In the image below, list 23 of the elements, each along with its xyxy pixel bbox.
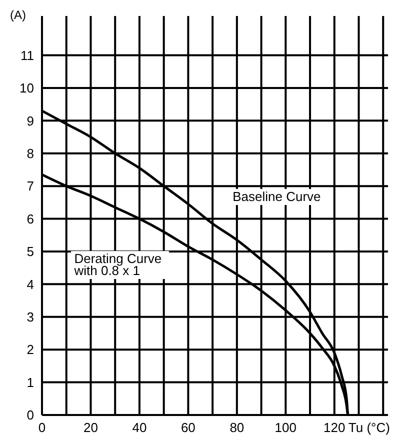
y-tick-label: 9: [26, 113, 34, 128]
y-tick-label: 4: [26, 276, 34, 292]
y-tick-label: 2: [26, 342, 34, 358]
series-label: Derating Curve with 0.8 x 1: [71, 251, 170, 280]
y-tick-label: 3: [26, 310, 34, 324]
y-tick-label: 7: [26, 178, 34, 194]
y-tick-label: 11: [20, 48, 34, 63]
x-axis-title: Tu (°C): [348, 420, 390, 435]
y-tick-label: 8: [26, 146, 34, 161]
y-tick-label: 0: [26, 408, 34, 423]
x-tick-label: 40: [132, 420, 147, 436]
x-tick-label: 80: [230, 420, 244, 436]
y-tick-label: 1: [26, 374, 34, 390]
y-tick-label: 5: [26, 244, 34, 260]
x-tick-label: 20: [84, 420, 98, 436]
x-tick-label: 120: [324, 420, 346, 436]
y-tick-label: 6: [26, 211, 34, 226]
x-tick-label: 0: [38, 420, 46, 436]
text: Baseline Curve: [230, 189, 324, 206]
y-axis-title: (A): [10, 8, 26, 22]
y-tick-label: 10: [20, 80, 34, 96]
x-tick-label: 100: [274, 420, 297, 436]
x-tick-label: 60: [180, 420, 196, 436]
